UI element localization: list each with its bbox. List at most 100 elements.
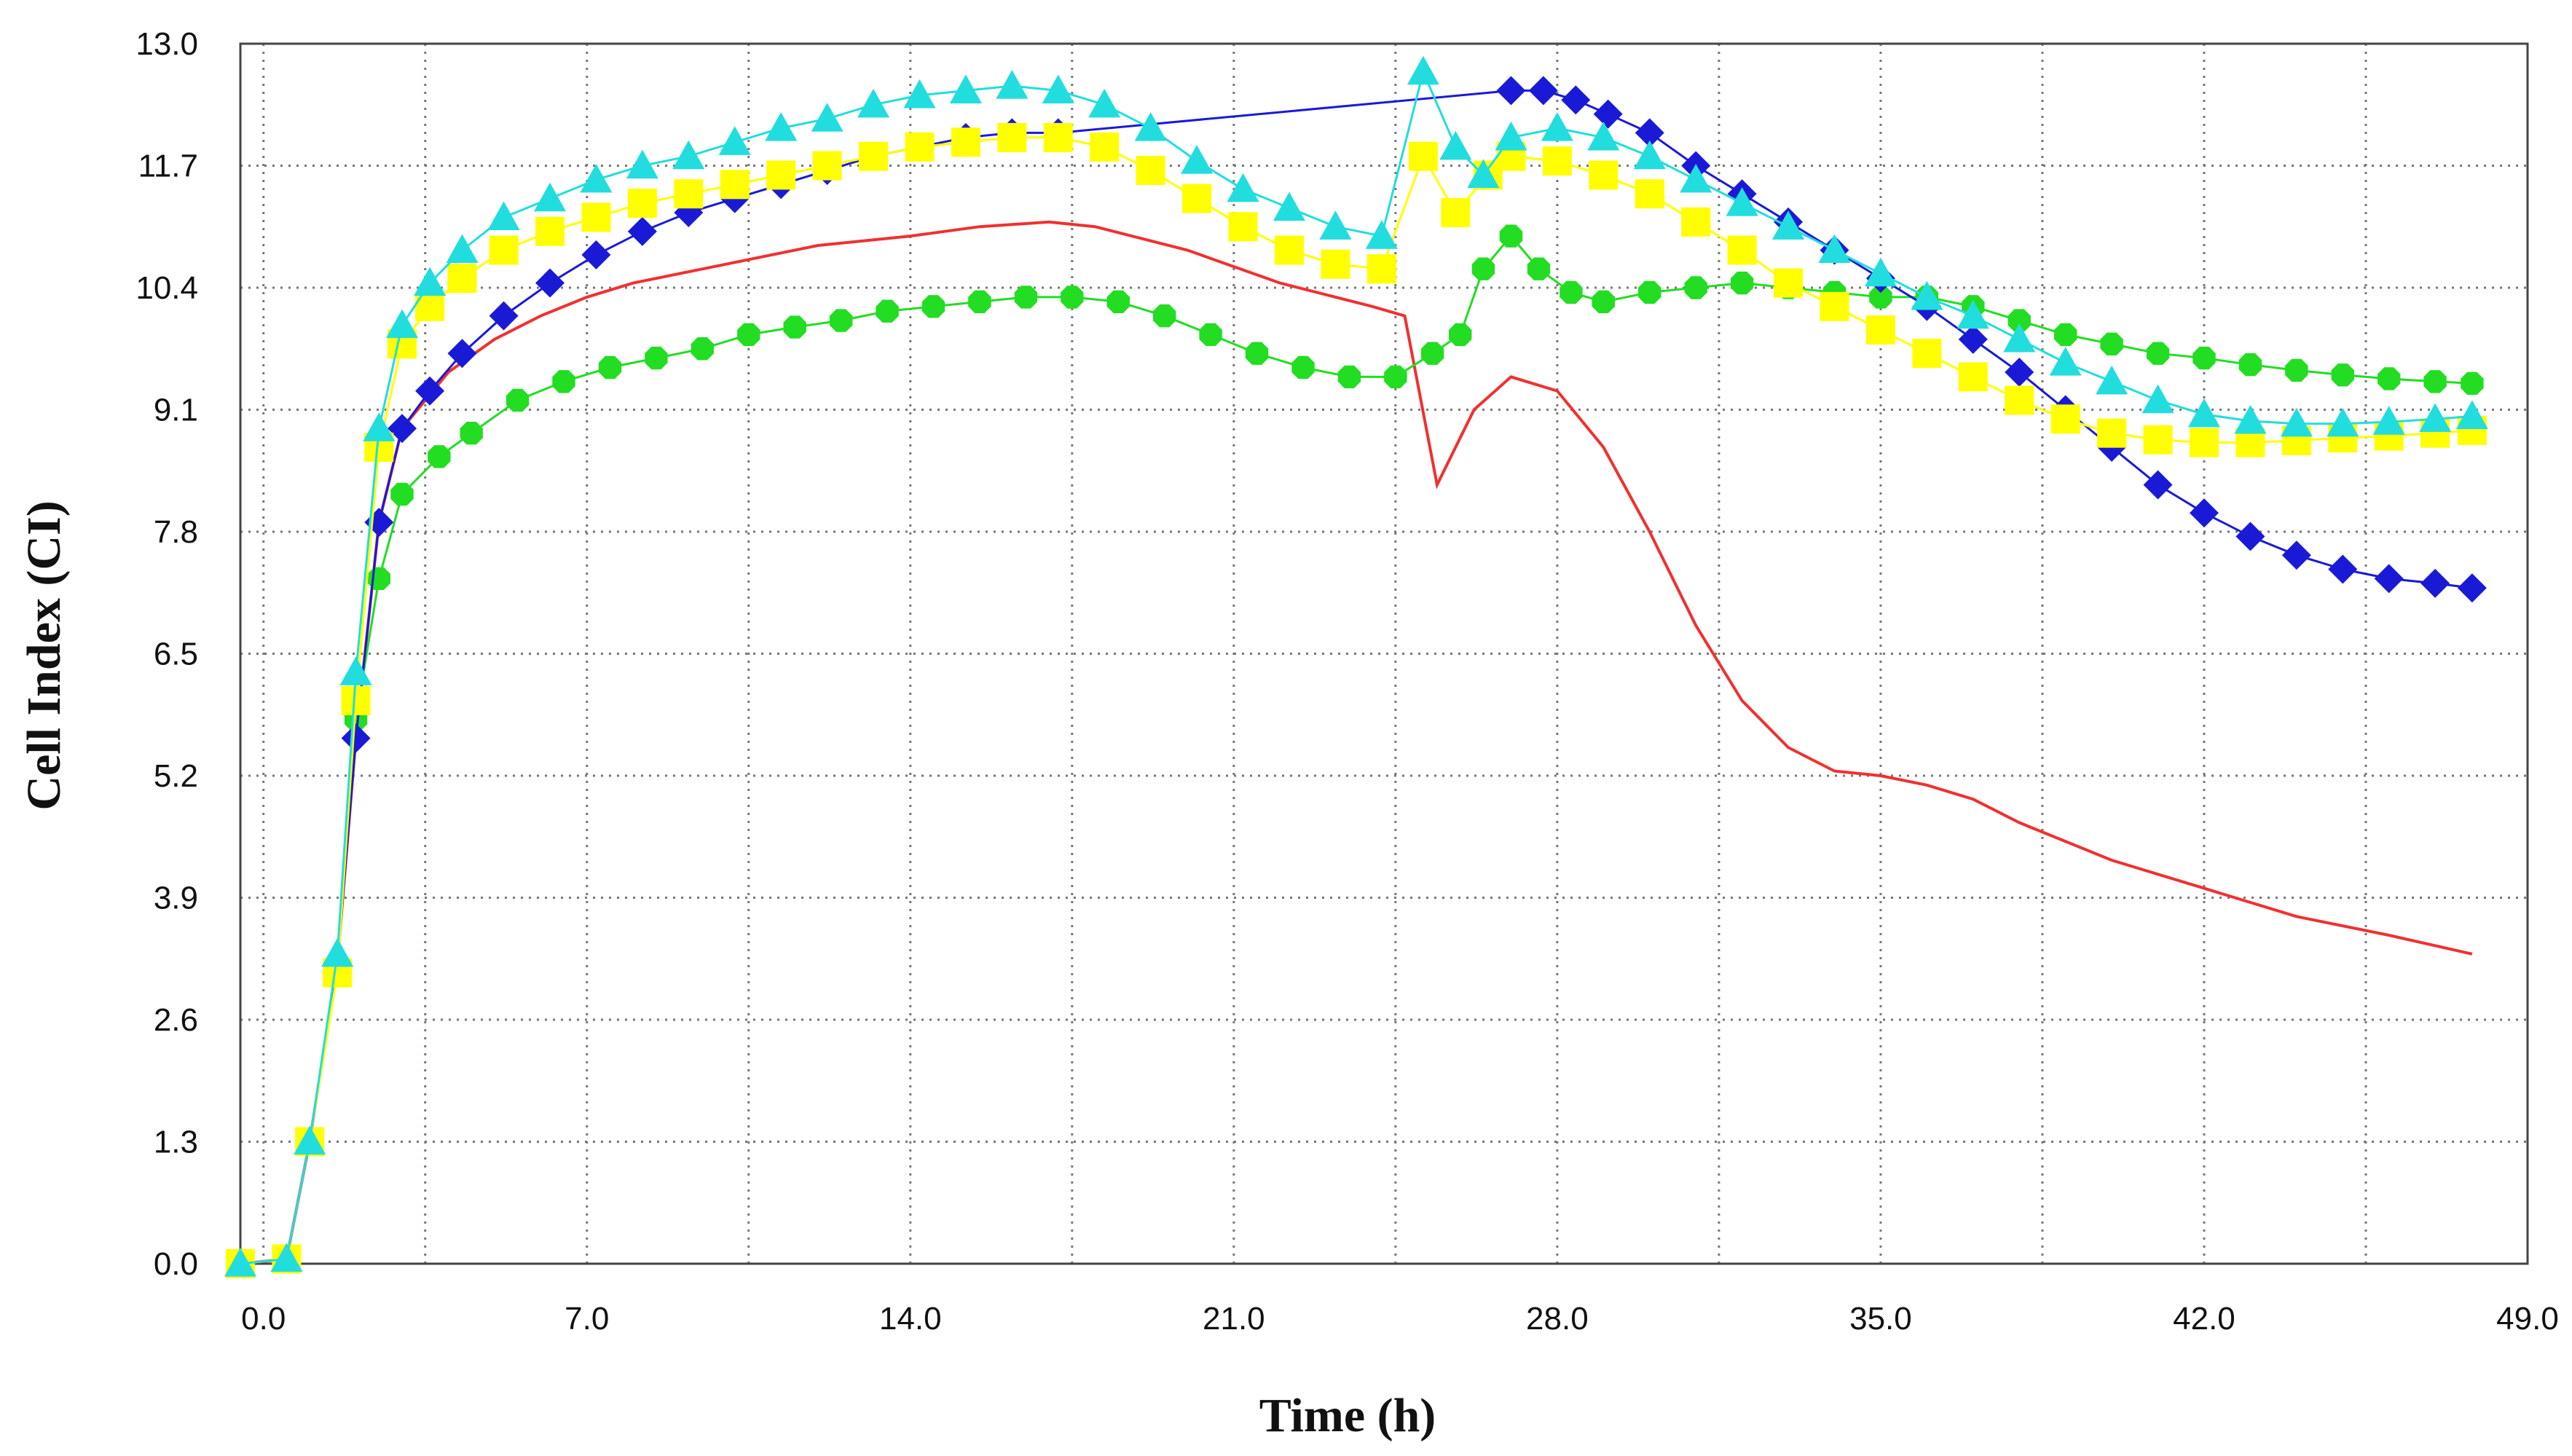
series-green-marker xyxy=(1199,323,1222,347)
series-yellow-marker xyxy=(2097,418,2127,448)
series-cyan-marker xyxy=(1467,159,1500,188)
series-blue-marker xyxy=(1561,85,1591,115)
series-cyan-marker xyxy=(2455,400,2488,430)
x-tick-label: 7.0 xyxy=(565,1301,609,1337)
series-cyan-marker xyxy=(339,656,372,685)
series-green-marker xyxy=(367,567,390,591)
series-cyan-marker xyxy=(446,234,479,264)
series-yellow-marker xyxy=(812,151,842,181)
series-yellow-marker xyxy=(951,127,980,157)
series-yellow-marker xyxy=(1366,254,1396,284)
series-cyan-marker xyxy=(487,201,520,230)
series-yellow-marker xyxy=(581,202,611,232)
series-yellow-marker xyxy=(1681,207,1711,237)
series-cyan-marker xyxy=(1088,88,1121,118)
series-blue-marker xyxy=(2143,470,2173,500)
y-tick-label: 13.0 xyxy=(135,26,198,62)
series-cyan-marker xyxy=(534,182,567,212)
series-yellow-marker xyxy=(1043,122,1073,152)
y-axis-ticks: 0.0 1.3 2.6 3.9 5.2 6.5 7.8 9.1 10.4 11.7 13.0 xyxy=(135,26,198,1282)
x-tick-label: 0.0 xyxy=(241,1301,286,1337)
series-blue-marker xyxy=(2235,522,2265,551)
series-cyan-line xyxy=(240,68,2473,1265)
series-cyan-marker xyxy=(1772,210,1805,240)
x-axis-ticks: 0.0 7.0 14.0 21.0 28.0 35.0 42.0 49.0 xyxy=(241,1301,2559,1337)
series-cyan-marker xyxy=(580,163,613,193)
series-cyan-marker xyxy=(414,267,447,296)
series-green-marker xyxy=(428,445,451,468)
series-green-marker xyxy=(2378,367,2401,390)
plot-frame xyxy=(239,42,2529,1265)
series-green-marker xyxy=(598,355,622,379)
series-cyan-marker xyxy=(718,126,751,155)
series-cyan-marker xyxy=(903,79,936,109)
series-yellow-marker xyxy=(1321,249,1350,279)
series-green xyxy=(229,224,2484,1275)
series-green-marker xyxy=(783,315,806,339)
series-yellow-marker xyxy=(1136,155,1165,185)
data-series xyxy=(224,55,2488,1278)
series-yellow-marker xyxy=(766,160,796,190)
series-cyan-marker xyxy=(2187,398,2220,428)
series-green-marker xyxy=(1014,286,1038,309)
series-green-marker xyxy=(1384,365,1407,389)
series-blue-marker xyxy=(2420,568,2450,598)
series-cyan-marker xyxy=(1365,220,1398,249)
series-green-line xyxy=(240,234,2472,1265)
series-cyan-marker xyxy=(1319,210,1352,240)
series-green-marker xyxy=(829,309,853,332)
series-cyan xyxy=(224,55,2488,1277)
series-green-marker xyxy=(552,370,575,393)
x-tick-label: 49.0 xyxy=(2496,1301,2559,1337)
series-blue-marker xyxy=(489,301,519,331)
series-cyan-marker xyxy=(1864,257,1897,287)
series-yellow-marker xyxy=(1820,291,1849,321)
series-green-marker xyxy=(2193,346,2216,370)
series-blue-marker xyxy=(388,414,417,444)
series-green-marker xyxy=(1730,271,1754,295)
series-green-marker xyxy=(1638,280,1661,304)
series-yellow-marker xyxy=(1182,184,1212,213)
series-cyan-marker xyxy=(2049,347,2082,376)
series-cyan-marker xyxy=(224,1248,256,1277)
series-yellow-marker xyxy=(2143,425,2173,454)
series-cyan-marker xyxy=(2142,384,2174,414)
series-green-marker xyxy=(1420,342,1444,365)
series-cyan-marker xyxy=(1227,173,1259,202)
series-green-marker xyxy=(1291,355,1315,379)
series-cyan-marker xyxy=(1134,111,1167,141)
series-cyan-marker xyxy=(1911,280,1943,310)
series-yellow-marker xyxy=(1865,315,1895,345)
x-tick-label: 21.0 xyxy=(1203,1301,1265,1337)
series-yellow-marker xyxy=(720,170,750,200)
series-cyan-marker xyxy=(1181,145,1214,174)
y-tick-label: 9.1 xyxy=(154,393,198,428)
series-yellow-marker xyxy=(489,235,519,265)
series-green-marker xyxy=(737,323,760,347)
series-green-marker xyxy=(2331,363,2354,387)
series-green-marker xyxy=(876,299,899,323)
series-yellow-marker xyxy=(1635,179,1664,209)
series-yellow-marker xyxy=(1441,197,1471,227)
grid-lines xyxy=(240,44,2528,1264)
series-yellow xyxy=(226,122,2487,1278)
x-tick-label: 14.0 xyxy=(879,1301,942,1337)
series-green-marker xyxy=(2146,342,2170,365)
series-cyan-marker xyxy=(1956,299,1989,329)
series-cyan-marker xyxy=(270,1243,303,1272)
y-tick-label: 10.4 xyxy=(135,270,198,306)
series-cyan-marker xyxy=(294,1125,326,1155)
series-green-marker xyxy=(390,482,414,506)
series-cyan-marker xyxy=(1407,55,1439,85)
series-green-marker xyxy=(1449,323,1472,347)
series-yellow-marker xyxy=(1727,235,1757,265)
series-green-marker xyxy=(1245,342,1269,365)
series-green-marker xyxy=(1527,257,1551,280)
series-blue-marker xyxy=(447,339,477,369)
y-tick-label: 2.6 xyxy=(154,1002,198,1038)
series-yellow-marker xyxy=(627,189,657,219)
series-blue-marker xyxy=(2328,554,2358,584)
series-cyan-marker xyxy=(1439,130,1472,160)
series-cyan-marker xyxy=(1495,121,1527,151)
